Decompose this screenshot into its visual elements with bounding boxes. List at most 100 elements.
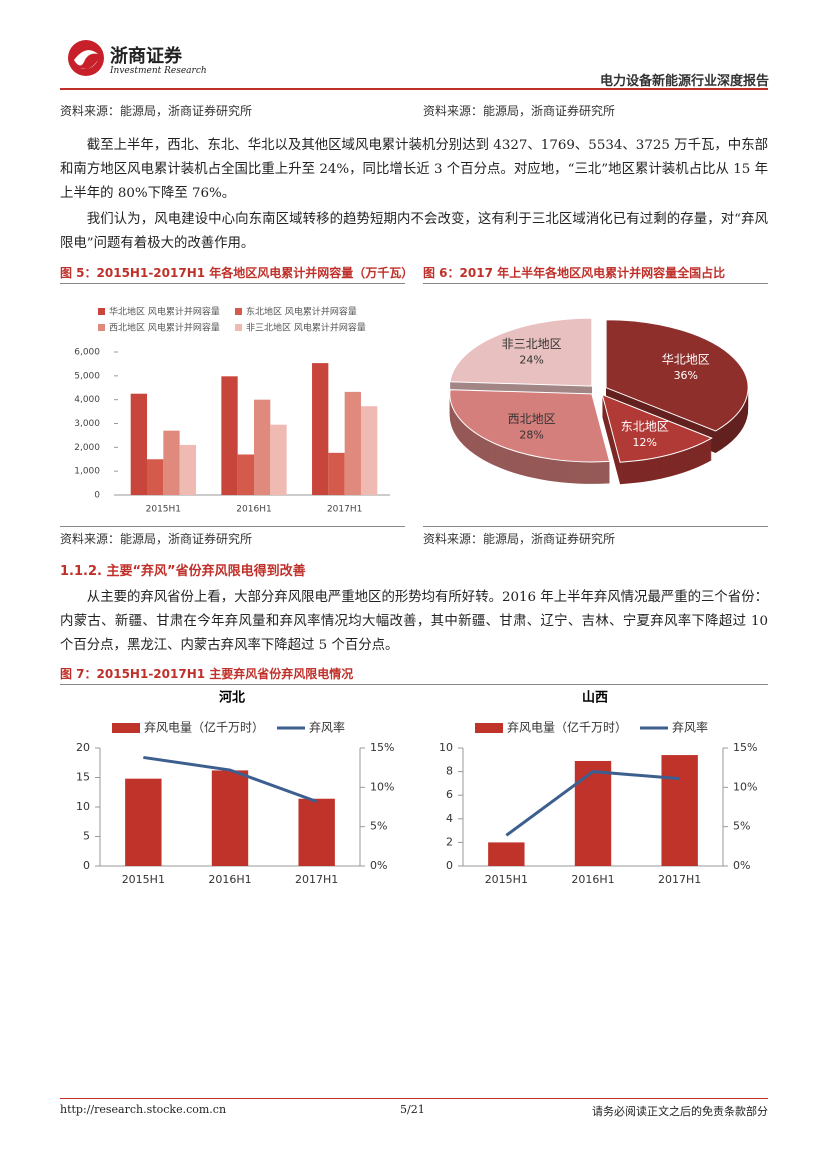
x-tick-label: 2017H1 bbox=[658, 873, 701, 886]
y-tick-label: 5,000 bbox=[74, 371, 100, 381]
y2-tick-label: 0% bbox=[370, 859, 387, 872]
bar bbox=[147, 459, 164, 495]
y-tick-label: 4 bbox=[446, 812, 453, 825]
logo-icon bbox=[68, 40, 104, 76]
source-note: 资料来源：能源局，浙商证券研究所 bbox=[60, 104, 253, 118]
legend-label: 西北地区 风电累计并网容量 bbox=[109, 322, 220, 334]
combo-chart: 河北 0 5 10 15 20 0% 5% 10% 15% 2015H1 2016H1 2017H1 弃风… bbox=[76, 690, 394, 887]
y-tick-label: 8 bbox=[446, 765, 453, 778]
source-note: 资料来源：能源局，浙商证券研究所 bbox=[60, 532, 253, 546]
bar bbox=[344, 391, 361, 495]
bar bbox=[328, 452, 345, 495]
footer-disclaimer: 请务必阅读正文之后的免责条款部分 bbox=[592, 1105, 768, 1118]
y-tick-label: 2,000 bbox=[74, 443, 100, 453]
y2-tick-label: 10% bbox=[370, 780, 394, 793]
bar bbox=[312, 363, 329, 495]
x-tick-label: 2015H1 bbox=[485, 873, 528, 886]
y2-tick-label: 15% bbox=[370, 741, 394, 754]
bar bbox=[179, 444, 196, 495]
rule bbox=[60, 283, 405, 284]
company-english: Investment Research bbox=[110, 66, 207, 76]
slice-value: 28% bbox=[519, 428, 543, 441]
x-tick-label: 2016H1 bbox=[208, 873, 251, 886]
company-name: 浙商证券 bbox=[110, 46, 182, 67]
paragraph: 截至上半年，西北、东北、华北以及其他区域风电累计装机分别达到 4327、1769… bbox=[60, 138, 768, 201]
y-tick-label: 2 bbox=[446, 835, 453, 848]
bar bbox=[125, 778, 162, 866]
bar bbox=[254, 399, 271, 495]
bar bbox=[221, 376, 238, 495]
legend-swatch bbox=[98, 324, 105, 331]
line-series bbox=[143, 755, 318, 803]
source-note: 资料来源：能源局，浙商证券研究所 bbox=[423, 532, 616, 546]
rule bbox=[423, 526, 768, 527]
legend-label: 弃风电量（亿千万时） bbox=[507, 720, 627, 735]
figure-title: 图 5：2015H1-2017H1 年各地区风电累计并网容量（万千瓦） bbox=[60, 266, 414, 280]
y-tick-label: 6,000 bbox=[74, 348, 100, 358]
report-title: 电力设备新能源行业深度报告 bbox=[599, 74, 769, 89]
chart-title: 河北 bbox=[219, 690, 245, 706]
slice bbox=[601, 393, 713, 463]
slice-value: 36% bbox=[674, 369, 698, 382]
paragraph: 我们认为，风电建设中心向东南区域转移的趋势短期内不会改变，这有利于三北区域消化已… bbox=[60, 212, 768, 251]
bar bbox=[211, 770, 249, 866]
combo-chart: 山西 0 2 4 6 8 10 0% 5% 10% 15% 2015H1 2016H1 2017H1 弃风电… bbox=[439, 690, 757, 887]
slice-value: 24% bbox=[519, 354, 543, 367]
bar bbox=[360, 406, 378, 495]
section-heading: 1.1.2. 主要“弃风”省份弃风限电得到改善 bbox=[60, 564, 306, 579]
y-tick-label: 10 bbox=[76, 800, 90, 813]
x-tick-label: 2015H1 bbox=[122, 873, 165, 886]
slice bbox=[449, 317, 593, 387]
paragraph: 从主要的弃风省份上看，大部分弃风限电严重地区的形势均有所好转。2016 年上半年… bbox=[60, 590, 768, 653]
legend-label: 东北地区 风电累计并网容量 bbox=[246, 306, 357, 318]
x-tick-label: 2016H1 bbox=[236, 505, 271, 515]
legend-label: 弃风率 bbox=[672, 720, 708, 735]
y-tick-label: 0 bbox=[94, 491, 100, 501]
bar bbox=[661, 755, 698, 866]
bar bbox=[163, 430, 180, 495]
slice-label: 西北地区 bbox=[508, 412, 556, 426]
chart-title: 山西 bbox=[582, 690, 608, 706]
legend-swatch bbox=[235, 324, 242, 331]
y2-tick-label: 10% bbox=[733, 780, 757, 793]
figure-title: 图 6：2017 年上半年各地区风电累计并网容量全国占比 bbox=[423, 266, 726, 280]
slice-label: 东北地区 bbox=[621, 419, 669, 433]
footer-rule bbox=[60, 1098, 768, 1099]
legend-swatch bbox=[235, 308, 242, 315]
legend-swatch bbox=[475, 723, 503, 733]
x-tick-label: 2017H1 bbox=[295, 873, 338, 886]
rule bbox=[60, 526, 405, 527]
legend-label: 弃风率 bbox=[309, 720, 345, 735]
y-tick-label: 3,000 bbox=[74, 419, 100, 429]
legend-label: 华北地区 风电累计并网容量 bbox=[109, 306, 220, 318]
y2-tick-label: 15% bbox=[733, 741, 757, 754]
legend-swatch bbox=[112, 723, 140, 733]
bar bbox=[130, 393, 148, 495]
x-tick-label: 2016H1 bbox=[571, 873, 614, 886]
bar bbox=[270, 424, 287, 495]
y-tick-label: 15 bbox=[76, 771, 90, 784]
header-rule bbox=[60, 88, 768, 90]
x-tick-label: 2017H1 bbox=[327, 505, 362, 515]
rule bbox=[60, 684, 768, 685]
y-tick-label: 0 bbox=[446, 859, 453, 872]
y-tick-label: 20 bbox=[76, 741, 90, 754]
y-tick-label: 1,000 bbox=[74, 467, 100, 477]
line-series bbox=[505, 770, 680, 837]
y-tick-label: 4,000 bbox=[74, 395, 100, 405]
legend-label: 非三北地区 风电累计并网容量 bbox=[246, 322, 366, 334]
legend-label: 弃风电量（亿千万时） bbox=[144, 720, 264, 735]
slice-label: 非三北地区 bbox=[502, 337, 562, 351]
source-note: 资料来源：能源局，浙商证券研究所 bbox=[423, 104, 616, 118]
rule bbox=[423, 283, 768, 284]
y-tick-label: 10 bbox=[439, 741, 453, 754]
footer-url: http://research.stocke.com.cn bbox=[60, 1103, 227, 1116]
legend-swatch bbox=[98, 308, 105, 315]
pie-chart: 华北地区 36% 东北地区 12% 西北地区 28% 非三北地区 24% bbox=[449, 317, 749, 485]
x-tick-label: 2015H1 bbox=[146, 505, 181, 515]
bar bbox=[488, 842, 525, 866]
y2-tick-label: 0% bbox=[733, 859, 750, 872]
y2-tick-label: 5% bbox=[370, 820, 387, 833]
